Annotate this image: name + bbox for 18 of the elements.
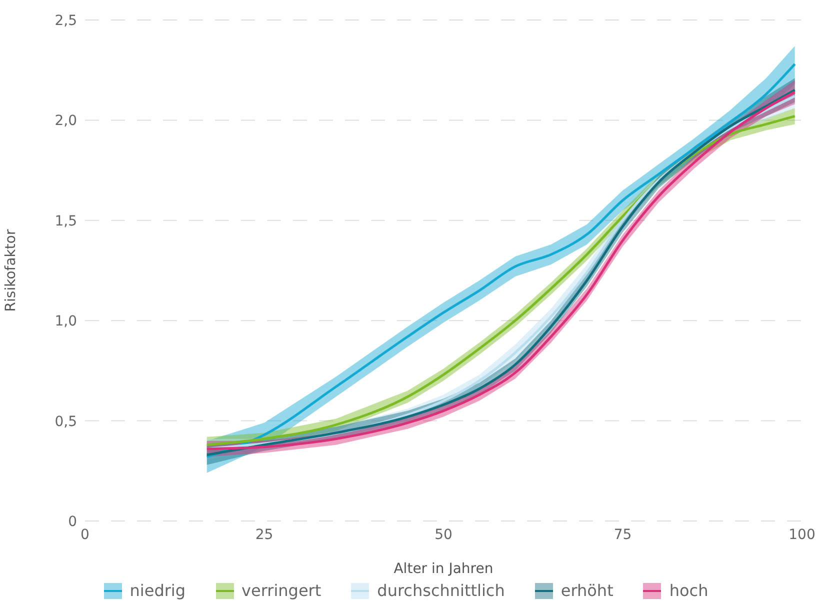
legend-label: durchschnittlich bbox=[377, 581, 505, 600]
y-tick-label: 1,5 bbox=[54, 213, 77, 230]
y-axis-title: Risikofaktor bbox=[2, 229, 19, 312]
y-tick-label: 0 bbox=[68, 514, 77, 530]
legend-label: niedrig bbox=[130, 581, 186, 600]
x-tick-label: 25 bbox=[255, 526, 274, 543]
legend-label: verringert bbox=[242, 581, 322, 600]
y-tick-label: 0,5 bbox=[54, 414, 77, 430]
x-axis-title: Alter in Jahren bbox=[394, 561, 494, 577]
x-tick-label: 50 bbox=[434, 526, 452, 543]
y-tick-label: 2,0 bbox=[54, 113, 77, 130]
legend-label: hoch bbox=[669, 581, 708, 600]
x-tick-label: 0 bbox=[80, 526, 90, 543]
x-tick-label: 100 bbox=[788, 526, 816, 543]
x-tick-label: 75 bbox=[614, 526, 632, 543]
y-tick-label: 2,5 bbox=[54, 12, 77, 29]
y-tick-label: 1,0 bbox=[54, 314, 77, 330]
legend-label: erhöht bbox=[560, 581, 614, 600]
